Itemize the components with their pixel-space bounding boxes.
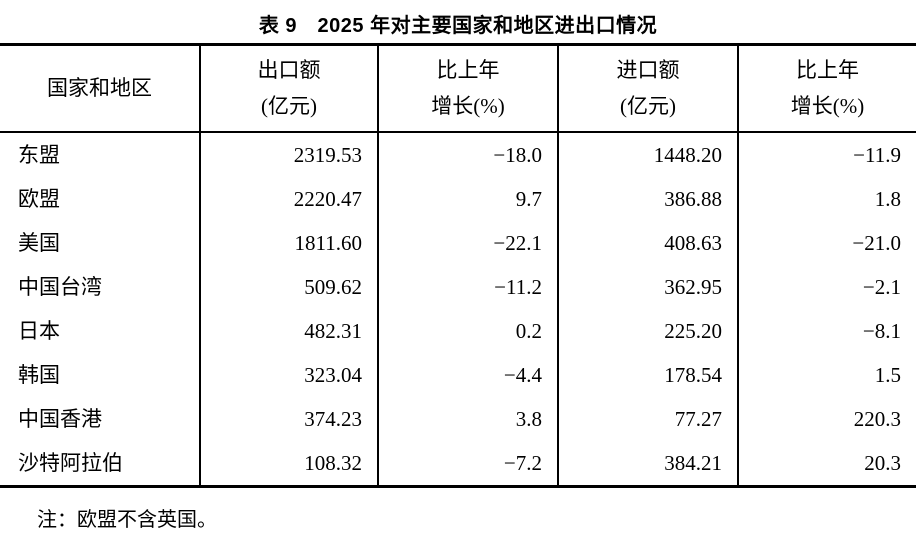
cell-export: 482.31 [199,309,377,353]
cell-import-growth: −11.9 [737,133,916,177]
footnote: 注：欧盟不含英国。 [37,509,217,531]
cell-import: 77.27 [557,397,737,441]
header-import-growth-line1: 比上年 [796,58,859,83]
cell-region: 东盟 [18,143,60,167]
header-import-line1: 进口额 [616,58,680,83]
cell-export-growth: 9.7 [377,177,557,221]
cell-export-growth: −18.0 [377,133,557,177]
header-export-line1: 出口额 [257,58,321,83]
cell-export: 374.23 [199,397,377,441]
cell-import: 362.95 [557,265,737,309]
cell-export-growth: −7.2 [377,441,557,485]
cell-export: 2220.47 [199,177,377,221]
header-export-growth-line1: 比上年 [436,58,500,83]
cell-region: 中国台湾 [18,275,102,299]
cell-import: 384.21 [557,441,737,485]
header-cell-import-growth: 比上年 增长(%) [737,46,916,133]
cell-import: 386.88 [557,177,737,221]
import-export-table: 国家和地区 出口额 (亿元) 比上年 增长(%) 进口额 (亿元) 比上年 增长… [0,43,916,488]
cell-region: 欧盟 [18,187,60,211]
cell-export-growth: 0.2 [377,309,557,353]
cell-export: 509.62 [199,265,377,309]
header-export-growth-line2: 增长(%) [431,93,505,118]
cell-region: 日本 [18,319,60,343]
header-region-label: 国家和地区 [47,76,152,100]
header-cell-export: 出口额 (亿元) [199,46,377,133]
header-import-line2: (亿元) [620,93,676,118]
table-title: 表 9 2025 年对主要国家和地区进出口情况 [258,15,658,37]
cell-region: 美国 [18,231,60,255]
cell-import-growth: −8.1 [737,309,916,353]
header-cell-region: 国家和地区 [0,46,199,133]
cell-region: 沙特阿拉伯 [18,451,123,475]
cell-region: 中国香港 [18,407,102,431]
cell-export: 323.04 [199,353,377,397]
header-cell-export-growth: 比上年 增长(%) [377,46,557,133]
cell-export-growth: −4.4 [377,353,557,397]
cell-import: 178.54 [557,353,737,397]
cell-import-growth: 220.3 [737,397,916,441]
header-cell-import: 进口额 (亿元) [557,46,737,133]
cell-import-growth: −2.1 [737,265,916,309]
header-export-line2: (亿元) [261,93,317,118]
cell-import: 225.20 [557,309,737,353]
cell-export: 2319.53 [199,133,377,177]
cell-import-growth: 20.3 [737,441,916,485]
cell-region: 韩国 [18,363,60,387]
cell-import: 408.63 [557,221,737,265]
cell-import-growth: −21.0 [737,221,916,265]
cell-import-growth: 1.8 [737,177,916,221]
cell-export: 108.32 [199,441,377,485]
header-import-growth-line2: 增长(%) [790,93,865,118]
cell-import: 1448.20 [557,133,737,177]
cell-export-growth: 3.8 [377,397,557,441]
cell-export: 1811.60 [199,221,377,265]
cell-import-growth: 1.5 [737,353,916,397]
cell-export-growth: −11.2 [377,265,557,309]
cell-export-growth: −22.1 [377,221,557,265]
